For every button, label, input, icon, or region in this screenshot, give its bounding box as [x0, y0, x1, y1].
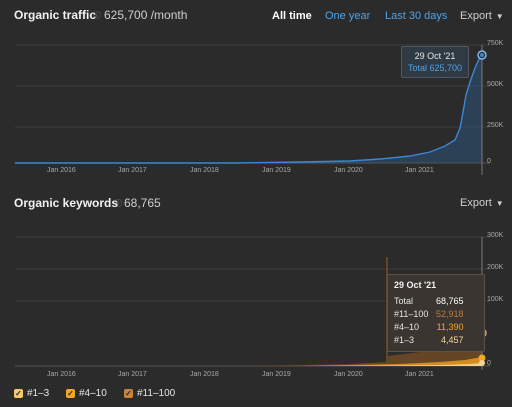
keywords-tooltip: 29 Oct '21 Total 68,765 #11–100 52,918 #… — [387, 274, 485, 352]
tooltip-row: Total 68,765 — [394, 295, 464, 308]
legend-label: #11–100 — [137, 388, 176, 399]
tooltip-row-label: #4–10 — [394, 322, 420, 332]
x-tick: Jan 2017 — [118, 167, 147, 174]
export-label: Export — [460, 197, 492, 209]
tab-one-year[interactable]: One year — [325, 10, 371, 22]
tooltip-row-label: Total — [394, 296, 414, 306]
x-tick: Jan 2018 — [190, 371, 219, 378]
y-tick: 0 — [487, 158, 491, 165]
tooltip-row-value: 4,457 — [441, 335, 464, 345]
tab-all-time[interactable]: All time — [272, 10, 312, 22]
keywords-marker-1-3 — [479, 360, 485, 366]
traffic-tooltip: 29 Oct '21 Total 625,700 — [401, 46, 470, 78]
keywords-export-button[interactable]: Export ▼ — [460, 197, 504, 209]
x-tick: Jan 2016 — [47, 167, 76, 174]
info-icon[interactable]: ⓘ — [93, 11, 101, 20]
y-tick: 200K — [487, 264, 504, 271]
traffic-export-button[interactable]: Export ▼ — [460, 10, 504, 22]
traffic-marker-dot — [480, 53, 484, 57]
y-tick: 300K — [487, 232, 504, 239]
legend-item-11-100[interactable]: ✓ #11–100 — [124, 388, 175, 399]
tooltip-row-label: #1–3 — [394, 335, 415, 345]
legend-item-4-10[interactable]: ✓ #4–10 — [66, 388, 107, 399]
y-tick: 750K — [487, 40, 504, 47]
x-tick: Jan 2021 — [405, 167, 434, 174]
tooltip-row-label: #11–100 — [394, 309, 429, 319]
traffic-title: Organic traffic — [14, 8, 97, 22]
x-tick: Jan 2016 — [47, 371, 76, 378]
tooltip-row: #4–10 11,390 — [394, 321, 464, 334]
keywords-marker-4-10 — [478, 354, 486, 362]
traffic-value: 625,700 /month — [104, 8, 188, 22]
x-tick: Jan 2018 — [190, 167, 219, 174]
legend-label: #1–3 — [27, 388, 50, 399]
y-tick: 0 — [487, 360, 491, 367]
y-tick: 100K — [487, 296, 504, 303]
series-4-10-area — [236, 357, 482, 366]
tooltip-table: Total 68,765 #11–100 52,918 #4–10 11,390… — [394, 295, 464, 347]
tooltip-row-value: 68,765 — [436, 296, 464, 306]
x-tick: Jan 2021 — [405, 371, 434, 378]
traffic-area — [236, 55, 482, 163]
checkbox-checked-icon[interactable]: ✓ — [124, 389, 133, 398]
chevron-down-icon: ▼ — [495, 199, 504, 208]
tooltip-row: #11–100 52,918 — [394, 308, 464, 321]
tab-last-30-days[interactable]: Last 30 days — [385, 10, 448, 22]
traffic-line — [15, 54, 483, 164]
checkbox-checked-icon[interactable]: ✓ — [66, 389, 75, 398]
tooltip-total: Total 625,700 — [408, 63, 463, 73]
legend-label: #4–10 — [79, 388, 107, 399]
tooltip-date: 29 Oct '21 — [394, 280, 437, 290]
keywords-title: Organic keywords — [14, 196, 119, 210]
export-label: Export — [460, 10, 492, 22]
tooltip-row-value: 52,918 — [436, 309, 464, 319]
x-tick: Jan 2017 — [118, 371, 147, 378]
tooltip-row: #1–3 4,457 — [394, 334, 464, 347]
info-icon[interactable]: ⓘ — [114, 199, 122, 208]
y-tick: 250K — [487, 122, 504, 129]
y-tick: 500K — [487, 81, 504, 88]
checkbox-checked-icon[interactable]: ✓ — [14, 389, 23, 398]
tooltip-date: 29 Oct '21 — [414, 51, 456, 61]
series-11-100-area — [236, 257, 482, 366]
series-1-3-area — [236, 363, 482, 366]
x-tick: Jan 2020 — [334, 167, 363, 174]
x-tick: Jan 2019 — [262, 371, 291, 378]
legend-item-1-3[interactable]: ✓ #1–3 — [14, 388, 49, 399]
x-tick: Jan 2019 — [262, 167, 291, 174]
chevron-down-icon: ▼ — [495, 12, 504, 21]
keywords-value: 68,765 — [124, 196, 161, 210]
tooltip-row-value: 11,390 — [436, 322, 464, 332]
x-tick: Jan 2020 — [334, 371, 363, 378]
